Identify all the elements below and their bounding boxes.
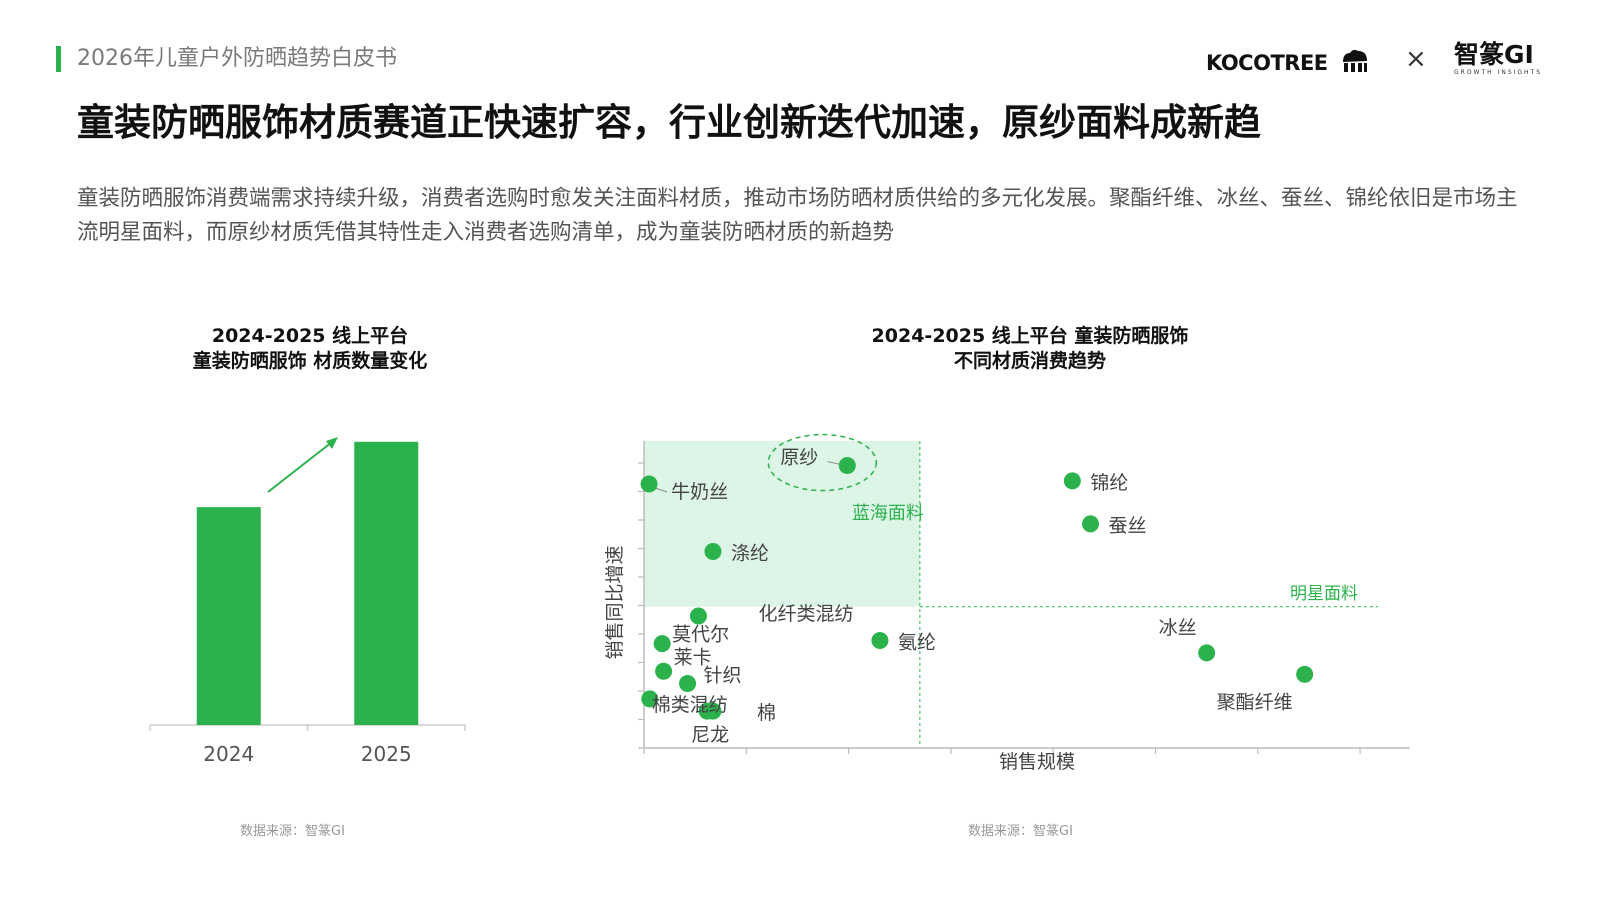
- bar-chart-title-line1: 2024-2025 线上平台: [211, 325, 409, 347]
- bar-2025: [354, 441, 419, 725]
- point-label-莱卡: 莱卡: [674, 646, 712, 668]
- zhizhuan-logo: 智篆GI GROWTH INSIGHTS: [1454, 40, 1550, 84]
- point-label-针织: 针织: [704, 665, 742, 687]
- bar-label-2024: 2024: [203, 742, 254, 766]
- point-莫代尔: [653, 635, 671, 653]
- star-label: 明星面料: [1290, 584, 1358, 604]
- zhizhuan-tagline: GROWTH INSIGHTS: [1454, 69, 1543, 76]
- point-label-蚕丝: 蚕丝: [1108, 515, 1146, 537]
- highlight-ring: [767, 433, 878, 492]
- point-label-氨纶: 氨纶: [898, 632, 936, 654]
- trend-arrow: [267, 437, 338, 493]
- blue-ocean-quadrant: [644, 441, 920, 607]
- point-label-冰丝: 冰丝: [1159, 617, 1197, 639]
- scatter-chart-title: 2024-2025 线上平台 童装防晒服饰 不同材质消费趋势: [820, 324, 1240, 374]
- page-description: 童装防晒服饰消费端需求持续升级，消费者选购时愈发关注面料材质，推动市场防晒材质供…: [77, 186, 1518, 245]
- header-accent-bar: [56, 46, 61, 72]
- point-牛奶丝: [640, 475, 658, 493]
- point-尼龙: [698, 702, 716, 720]
- point-原纱: [838, 457, 856, 475]
- scatter-y-label: 销售同比增速: [604, 545, 626, 659]
- bar-label-2025: 2025: [361, 742, 412, 766]
- kocotree-wordmark: KOCOTREE: [1206, 51, 1328, 75]
- point-涤纶: [704, 543, 722, 561]
- point-label-锦纶: 锦纶: [1090, 472, 1128, 494]
- point-label-涤纶: 涤纶: [731, 543, 769, 565]
- bar-2024: [196, 507, 261, 725]
- blue-ocean-label: 蓝海面料: [852, 503, 924, 524]
- point-冰丝: [1198, 644, 1216, 662]
- kocotree-logo: KOCOTREE: [1206, 48, 1370, 75]
- point-label-原纱: 原纱: [780, 447, 818, 469]
- bar-chart-title: 2024-2025 线上平台 童装防晒服饰 材质数量变化: [150, 324, 470, 374]
- page-title: 童装防晒服饰材质赛道正快速扩容，行业创新迭代加速，原纱面料成新趋: [77, 101, 1261, 144]
- bar-chart: 2024 2025: [149, 437, 466, 766]
- point-label-化纤类混纺: 化纤类混纺: [758, 603, 853, 625]
- point-label-尼龙: 尼龙: [691, 724, 729, 746]
- zhizhuan-wordmark: 智篆GI: [1454, 40, 1534, 69]
- point-针织: [679, 675, 697, 693]
- report-title: 2026年儿童户外防晒趋势白皮书: [77, 46, 397, 71]
- brand-separator: ×: [1405, 44, 1427, 74]
- point-label-聚酯纤维: 聚酯纤维: [1217, 691, 1293, 713]
- leader-line: [654, 487, 668, 493]
- bar-chart-source: 数据来源：智篆GI: [240, 824, 345, 839]
- scatter-x-label: 销售规模: [999, 751, 1075, 773]
- bar-chart-title-line2: 童装防晒服饰 材质数量变化: [192, 350, 428, 372]
- scatter-chart-title-line2: 不同材质消费趋势: [953, 350, 1106, 372]
- point-化纤类混纺: [689, 607, 707, 625]
- point-label-棉: 棉: [757, 702, 776, 724]
- scatter-chart-title-line1: 2024-2025 线上平台 童装防晒服饰: [871, 325, 1189, 347]
- point-label-牛奶丝: 牛奶丝: [671, 481, 728, 503]
- point-莱卡: [655, 662, 673, 680]
- point-锦纶: [1063, 472, 1081, 490]
- scatter-chart-source: 数据来源：智篆GI: [968, 824, 1073, 839]
- point-label-莫代尔: 莫代尔: [672, 624, 729, 646]
- point-氨纶: [871, 632, 889, 650]
- point-聚酯纤维: [1296, 665, 1314, 683]
- point-蚕丝: [1081, 515, 1099, 533]
- tree-icon: [1343, 49, 1368, 72]
- point-label-棉类混纺: 棉类混纺: [652, 694, 728, 716]
- point-棉类混纺: [641, 690, 659, 708]
